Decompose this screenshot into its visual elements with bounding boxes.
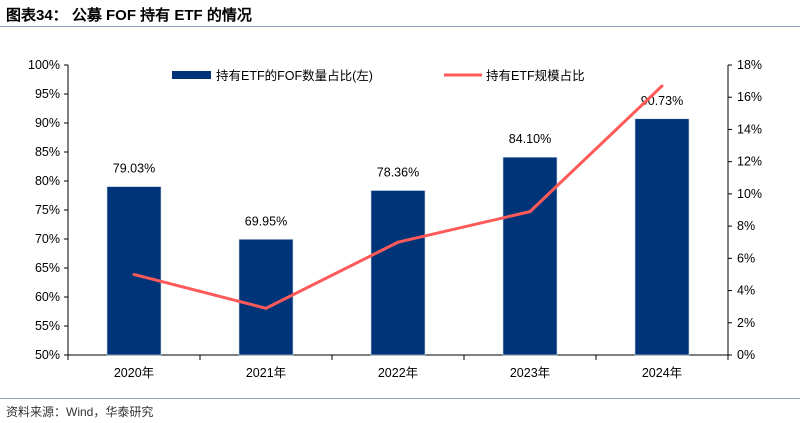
title-divider bbox=[0, 26, 800, 27]
left-tick-label: 55% bbox=[35, 319, 60, 333]
left-tick-label: 60% bbox=[35, 290, 60, 304]
right-tick-label: 18% bbox=[737, 58, 762, 72]
left-tick-label: 75% bbox=[35, 203, 60, 217]
left-tick-label: 100% bbox=[28, 58, 60, 72]
bar-data-label: 79.03% bbox=[113, 162, 155, 176]
legend-bar-label: 持有ETF的FOF数量占比(左) bbox=[216, 68, 373, 83]
left-tick-label: 70% bbox=[35, 232, 60, 246]
right-tick-label: 0% bbox=[737, 348, 755, 362]
bar bbox=[106, 186, 162, 356]
right-tick-label: 2% bbox=[737, 316, 755, 330]
left-tick-label: 85% bbox=[35, 145, 60, 159]
source-note: 资料来源：Wind，华泰研究 bbox=[6, 405, 154, 419]
bar-data-label: 78.36% bbox=[377, 166, 419, 180]
left-tick-label: 50% bbox=[35, 348, 60, 362]
x-tick-label: 2024年 bbox=[642, 366, 682, 380]
x-tick-label: 2023年 bbox=[510, 366, 550, 380]
bar bbox=[634, 118, 690, 356]
bar bbox=[502, 156, 558, 356]
right-tick-label: 6% bbox=[737, 251, 755, 265]
legend-bar-swatch bbox=[172, 71, 211, 79]
bar bbox=[370, 190, 426, 356]
bar bbox=[238, 238, 294, 356]
right-tick-label: 8% bbox=[737, 219, 755, 233]
left-tick-label: 95% bbox=[35, 87, 60, 101]
right-tick-label: 16% bbox=[737, 90, 762, 104]
left-tick-label: 90% bbox=[35, 116, 60, 130]
left-tick-label: 65% bbox=[35, 261, 60, 275]
left-tick-label: 80% bbox=[35, 174, 60, 188]
x-tick-label: 2020年 bbox=[114, 366, 154, 380]
x-tick-label: 2022年 bbox=[378, 366, 418, 380]
bar-data-label: 84.10% bbox=[509, 132, 551, 146]
right-tick-label: 12% bbox=[737, 155, 762, 169]
line-point bbox=[660, 84, 664, 88]
line-point bbox=[396, 240, 400, 244]
chart-title: 图表34： 公募 FOF 持有 ETF 的情况 bbox=[6, 7, 252, 24]
right-tick-label: 14% bbox=[737, 122, 762, 136]
bar-data-label: 69.95% bbox=[245, 214, 287, 228]
line-point bbox=[132, 272, 136, 276]
x-tick-label: 2021年 bbox=[246, 366, 286, 380]
source-divider bbox=[0, 398, 800, 399]
line-point bbox=[528, 210, 532, 214]
line-point bbox=[264, 306, 268, 310]
legend-line-label: 持有ETF规模占比 bbox=[486, 68, 585, 83]
right-tick-label: 4% bbox=[737, 284, 755, 298]
right-tick-label: 10% bbox=[737, 187, 762, 201]
